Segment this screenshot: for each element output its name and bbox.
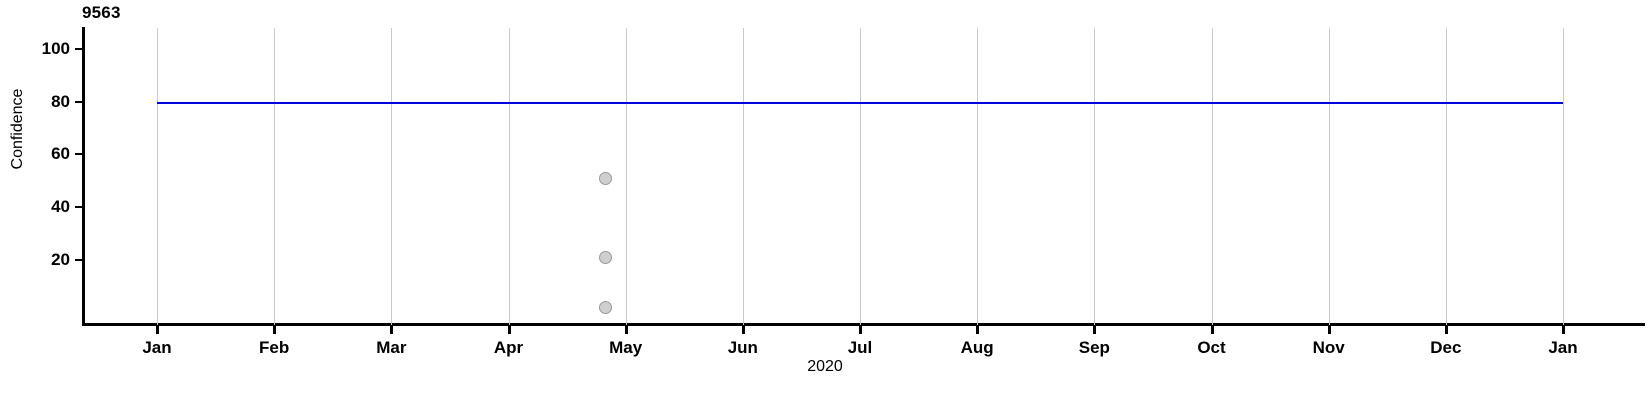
y-tick-label-wrap-80: 80 <box>0 93 70 111</box>
threshold-line <box>157 101 1563 104</box>
y-tick-label-80: 80 <box>51 91 70 111</box>
x-axis-label: 2020 <box>807 358 843 375</box>
x-tick-mark-1 <box>273 326 277 334</box>
y-tick-label-wrap-20: 20 <box>0 251 70 269</box>
plot-area <box>85 28 1645 325</box>
y-axis-line <box>82 27 85 325</box>
gridline-oct-9 <box>1211 28 1213 325</box>
x-tick-mark-11 <box>1444 326 1448 334</box>
x-tick-mark-6 <box>859 326 862 334</box>
data-point-1[interactable] <box>599 250 613 264</box>
y-tick-mark-20 <box>75 259 82 261</box>
x-tick-mark-9 <box>1210 326 1214 334</box>
x-axis-line <box>82 323 1645 326</box>
x-tick-label-8: Sep <box>1078 338 1110 357</box>
y-tick-mark-40 <box>75 206 82 209</box>
data-point-0[interactable] <box>599 171 613 185</box>
gridline-feb-1 <box>274 28 276 325</box>
gridline-jun-5 <box>742 28 744 325</box>
x-tick-mark-3 <box>507 326 511 334</box>
x-tick-label-2: Mar <box>376 338 407 357</box>
y-tick-label-wrap-100: 100 <box>0 40 70 58</box>
x-tick-label-9: Oct <box>1197 338 1226 357</box>
x-tick-label-10: Nov <box>1312 338 1345 357</box>
x-tick-label-5: Jun <box>727 338 758 357</box>
data-point-2[interactable] <box>599 300 613 314</box>
x-tick-label-12: Jan <box>1548 338 1578 357</box>
gridline-jan-12 <box>1563 28 1564 325</box>
gridline-dec-11 <box>1445 28 1447 325</box>
x-tick-mark-5 <box>741 326 745 334</box>
x-tick-label-6: Jul <box>847 338 873 357</box>
x-tick-mark-12 <box>1562 326 1565 334</box>
y-tick-label-100: 100 <box>41 38 70 58</box>
chart-title: 9563 <box>82 3 121 22</box>
gridline-jan-0 <box>157 28 158 325</box>
x-tick-mark-7 <box>976 326 980 334</box>
y-tick-label-wrap-60: 60 <box>0 145 70 163</box>
y-tick-label-20: 20 <box>51 250 70 269</box>
y-tick-mark-80 <box>75 100 82 103</box>
y-tick-label-60: 60 <box>51 144 70 164</box>
x-tick-label-4: May <box>609 338 643 357</box>
y-tick-label-wrap-40: 40 <box>0 198 70 216</box>
gridline-jul-6 <box>860 28 861 325</box>
gridline-apr-3 <box>508 28 510 325</box>
x-tick-mark-0 <box>156 326 159 334</box>
x-tick-mark-4 <box>624 326 628 334</box>
gridline-may-4 <box>625 28 627 325</box>
x-tick-label-11: Dec <box>1430 338 1462 357</box>
y-axis-label: Confidence <box>9 88 26 170</box>
x-tick-label-3: Apr <box>493 338 524 357</box>
x-tick-label-0: Jan <box>142 338 172 357</box>
y-tick-mark-60 <box>75 153 82 156</box>
x-tick-mark-8 <box>1093 326 1097 334</box>
y-tick-label-40: 40 <box>51 197 70 217</box>
x-tick-mark-10 <box>1327 326 1331 334</box>
gridline-sep-8 <box>1094 28 1096 325</box>
x-tick-mark-2 <box>390 326 394 334</box>
y-tick-mark-100 <box>75 47 82 50</box>
x-tick-label-7: Aug <box>960 338 994 357</box>
gridline-aug-7 <box>977 28 979 325</box>
gridline-nov-10 <box>1328 28 1330 325</box>
gridline-mar-2 <box>391 28 393 325</box>
x-tick-label-1: Feb <box>259 338 290 357</box>
